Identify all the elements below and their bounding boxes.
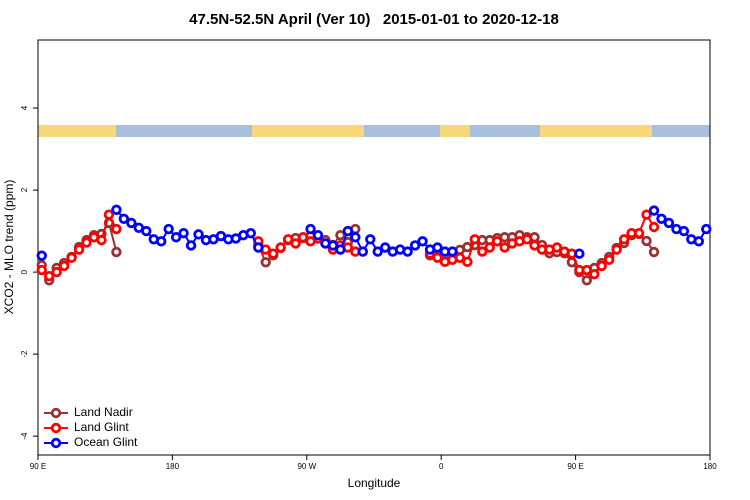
data-point bbox=[365, 234, 376, 245]
data-point bbox=[648, 246, 660, 258]
data-point bbox=[58, 260, 70, 272]
data-point bbox=[111, 223, 122, 235]
data-point bbox=[103, 209, 115, 220]
data-point bbox=[581, 264, 592, 276]
data-point bbox=[596, 260, 607, 272]
data-point bbox=[611, 244, 622, 255]
data-point bbox=[604, 254, 615, 266]
data-point bbox=[618, 234, 630, 245]
data-point bbox=[36, 250, 47, 261]
chart-title: 47.5N-52.5N April (Ver 10) 2015-01-01 to… bbox=[189, 11, 559, 28]
data-point bbox=[447, 246, 458, 257]
data-point bbox=[185, 240, 197, 251]
data-point bbox=[641, 209, 652, 220]
data-point bbox=[81, 237, 92, 248]
data-point bbox=[297, 232, 309, 243]
data-point bbox=[118, 213, 130, 224]
data-point bbox=[417, 236, 428, 247]
data-point bbox=[656, 213, 667, 224]
data-point bbox=[678, 225, 690, 237]
data-point bbox=[268, 248, 279, 259]
x-axis-label: Longitude bbox=[348, 476, 401, 490]
plot-frame bbox=[37, 39, 711, 456]
legend-label: Ocean Glint bbox=[74, 435, 138, 449]
data-point bbox=[312, 229, 324, 241]
data-point bbox=[551, 242, 563, 253]
data-point bbox=[462, 256, 473, 268]
data-point bbox=[372, 246, 383, 257]
x-tick-label: 180 bbox=[166, 462, 180, 471]
data-point bbox=[155, 236, 167, 247]
data-point bbox=[305, 223, 316, 235]
data-point bbox=[163, 223, 174, 235]
data-point bbox=[529, 240, 540, 251]
data-point bbox=[44, 271, 55, 282]
y-tick-label: 2 bbox=[20, 187, 29, 192]
data-point bbox=[701, 223, 712, 235]
data-point bbox=[521, 234, 533, 245]
data-point bbox=[51, 266, 62, 278]
data-point bbox=[492, 236, 503, 247]
data-point bbox=[432, 242, 443, 253]
data-point bbox=[663, 217, 675, 229]
data-point bbox=[111, 246, 122, 258]
data-point bbox=[409, 240, 421, 251]
data-point bbox=[96, 234, 107, 246]
data-point bbox=[275, 242, 286, 253]
data-point bbox=[648, 221, 660, 233]
data-point bbox=[126, 217, 137, 229]
data-point bbox=[648, 205, 660, 216]
data-point bbox=[111, 204, 122, 215]
x-tick-label: 180 bbox=[703, 462, 717, 471]
data-point bbox=[633, 227, 645, 239]
data-point bbox=[477, 246, 488, 257]
data-point bbox=[581, 275, 592, 286]
data-point bbox=[454, 252, 466, 263]
y-axis-label: XCO2 - MLO trend (ppm) bbox=[2, 180, 16, 315]
data-point bbox=[193, 229, 204, 240]
data-point bbox=[170, 232, 182, 243]
x-tick-label: 90 E bbox=[567, 462, 583, 471]
data-point bbox=[469, 234, 480, 245]
y-tick-label: -4 bbox=[20, 432, 29, 440]
data-point bbox=[178, 227, 189, 239]
data-point bbox=[245, 227, 256, 239]
data-point bbox=[499, 242, 510, 253]
y-tick-label: 4 bbox=[20, 105, 29, 110]
data-point bbox=[484, 242, 495, 253]
data-point bbox=[335, 244, 346, 255]
y-tick-label: -2 bbox=[20, 350, 29, 358]
y-tick-label: 0 bbox=[20, 269, 29, 274]
data-point bbox=[432, 252, 443, 263]
data-point bbox=[290, 238, 301, 249]
x-tick-label: 0 bbox=[439, 462, 444, 471]
data-point bbox=[253, 242, 264, 253]
legend-marker bbox=[50, 407, 62, 419]
legend-label: Land Glint bbox=[74, 420, 129, 434]
data-point bbox=[693, 236, 704, 247]
data-point bbox=[380, 242, 391, 253]
data-point bbox=[260, 257, 271, 268]
land-mask-strip bbox=[38, 125, 710, 137]
data-point bbox=[342, 225, 354, 237]
data-point bbox=[327, 240, 339, 251]
data-point bbox=[141, 225, 152, 237]
data-point bbox=[589, 268, 600, 280]
data-point bbox=[402, 246, 413, 257]
data-point bbox=[66, 252, 77, 263]
data-point bbox=[335, 229, 346, 241]
data-point bbox=[36, 264, 47, 276]
data-point bbox=[73, 244, 85, 255]
x-tick-label: 90 W bbox=[297, 462, 316, 471]
legend-marker bbox=[50, 437, 62, 449]
legend-label: Land Nadir bbox=[74, 405, 133, 419]
data-point bbox=[357, 246, 368, 257]
data-point bbox=[641, 235, 652, 247]
data-point bbox=[350, 232, 361, 243]
data-point bbox=[574, 248, 585, 259]
legend-marker bbox=[50, 422, 62, 434]
data-point bbox=[282, 234, 294, 245]
x-tick-label: 90 E bbox=[30, 462, 46, 471]
